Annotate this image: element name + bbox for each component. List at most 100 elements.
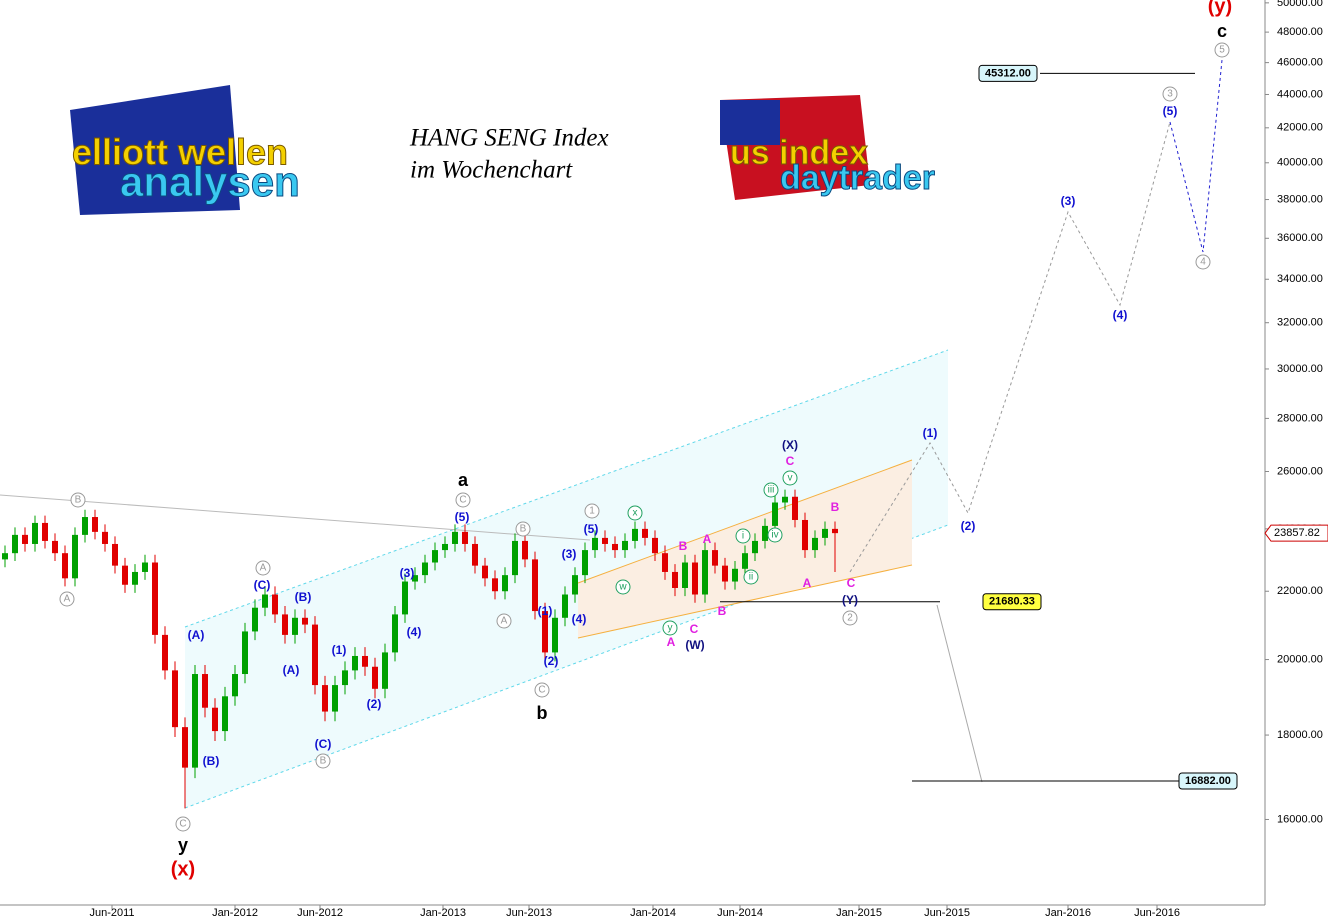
candle-body — [462, 531, 468, 544]
wave-label: y — [668, 623, 673, 634]
candle-body — [792, 496, 798, 520]
wave-label: (y) — [1208, 0, 1232, 17]
x-tick-label: Jan-2014 — [630, 907, 676, 919]
candle-body — [342, 670, 348, 686]
candle-body — [82, 517, 88, 535]
level-label: 45312.00 — [985, 67, 1031, 79]
candle-body — [332, 685, 338, 712]
logo-flag — [70, 85, 240, 215]
title: im Wochenchart — [410, 157, 573, 184]
y-tick-label: 30000.00 — [1277, 363, 1323, 375]
wave-label: 5 — [1219, 45, 1225, 56]
candle-body — [412, 575, 418, 582]
wave-label: (5) — [455, 510, 470, 524]
wave-label: A — [260, 563, 267, 574]
candle-body — [392, 614, 398, 653]
channel-line — [577, 459, 913, 584]
y-tick-label: 48000.00 — [1277, 26, 1323, 38]
candle-body — [672, 571, 678, 588]
candle-body — [162, 634, 168, 671]
y-tick-label: 38000.00 — [1277, 193, 1323, 205]
wave-label: A — [667, 635, 676, 649]
candle-body — [422, 562, 428, 576]
candle-body — [192, 674, 198, 768]
wave-label: (5) — [584, 522, 599, 536]
candle-body — [702, 550, 708, 595]
wave-label: c — [1217, 21, 1227, 41]
x-tick-label: Jun-2016 — [1134, 907, 1180, 919]
candle-body — [662, 553, 668, 572]
wave-label: iii — [768, 485, 775, 496]
wave-label: a — [458, 470, 469, 490]
wave-label: A — [501, 616, 508, 627]
candle-body — [612, 543, 618, 551]
candle-body — [142, 562, 148, 572]
wave-label: B — [679, 539, 688, 553]
candle-body — [732, 568, 738, 582]
wave-circle — [767, 527, 783, 543]
projection — [1169, 59, 1223, 253]
x-tick-label: Jun-2012 — [297, 907, 343, 919]
projection — [936, 604, 983, 783]
candle-body — [692, 562, 698, 595]
candle-body — [642, 528, 648, 538]
wave-label: (4) — [1113, 308, 1128, 322]
candle-body — [712, 550, 718, 566]
x-tick-label: Jan-2015 — [836, 907, 882, 919]
candle-body — [602, 537, 608, 544]
wave-circle — [59, 591, 75, 607]
y-tick-label: 22000.00 — [1277, 585, 1323, 597]
wave-label: (C) — [254, 578, 271, 592]
y-tick-label: 46000.00 — [1277, 57, 1323, 69]
wave-label: (x) — [171, 858, 195, 880]
candle-body — [202, 674, 208, 708]
candle-body — [2, 553, 8, 560]
candle-body — [92, 517, 98, 532]
x-tick-label: Jun-2014 — [717, 907, 763, 919]
wave-label: 2 — [847, 613, 853, 624]
wave-label: (W) — [685, 638, 704, 652]
candle-body — [72, 534, 78, 579]
candle-body — [402, 581, 408, 615]
wave-label: (3) — [1061, 194, 1076, 208]
y-tick-label: 44000.00 — [1277, 88, 1323, 100]
candle-body — [562, 594, 568, 618]
wave-circle — [455, 492, 471, 508]
wave-circle — [70, 492, 86, 508]
wave-label: B — [320, 756, 327, 767]
candle-body — [152, 562, 158, 635]
wave-label: C — [459, 495, 466, 506]
wave-label: A — [703, 532, 712, 546]
wave-label: (5) — [1163, 104, 1178, 118]
last-price-marker — [1264, 524, 1328, 542]
candle-body — [582, 550, 588, 576]
candle-body — [492, 578, 498, 592]
candle-body — [622, 540, 628, 551]
candle-body — [132, 571, 138, 585]
y-tick-label: 50000.00 — [1277, 0, 1323, 9]
logo-text: analysen — [120, 158, 300, 205]
wave-circle — [627, 505, 643, 521]
wave-label: C — [786, 454, 795, 468]
wave-label: B — [718, 604, 727, 618]
trend-line — [0, 494, 591, 541]
wave-circle — [782, 470, 798, 486]
wave-label: (A) — [188, 628, 205, 642]
candle-body — [242, 631, 248, 675]
candle-body — [292, 617, 298, 635]
wave-label: (3) — [400, 566, 415, 580]
candle-body — [542, 611, 548, 653]
wave-circle — [842, 610, 858, 626]
wave-circle — [615, 579, 631, 595]
wave-label: b — [537, 703, 548, 723]
wave-label: (3) — [562, 547, 577, 561]
y-tick-label: 16000.00 — [1277, 813, 1323, 825]
y-tick-label: 28000.00 — [1277, 412, 1323, 424]
candle-body — [502, 575, 508, 592]
candle-body — [432, 550, 438, 563]
candle-body — [62, 553, 68, 579]
candle-body — [832, 528, 838, 534]
candle-body — [232, 674, 238, 697]
candle-body — [532, 559, 538, 612]
candle-body — [102, 531, 108, 544]
